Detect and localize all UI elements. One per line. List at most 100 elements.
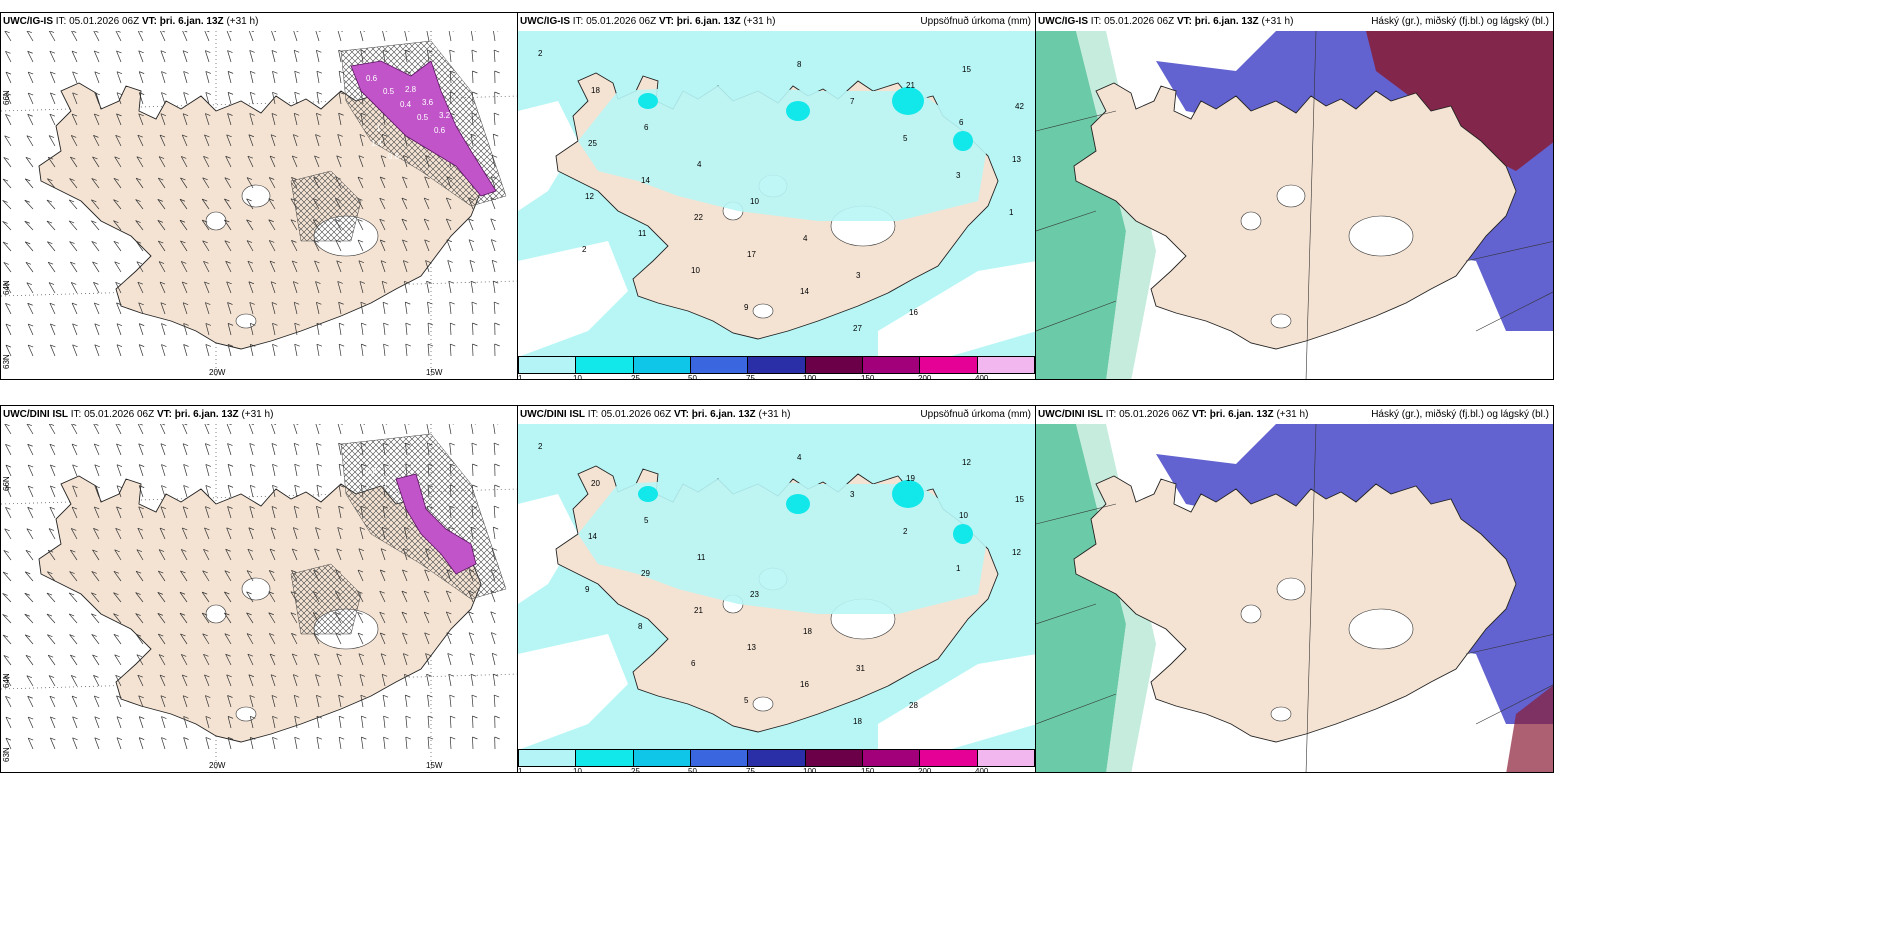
wind-barb	[248, 281, 254, 294]
wind-barb-flag	[227, 485, 234, 488]
wind-barb	[446, 611, 452, 624]
wind-barb-flag	[139, 716, 145, 719]
wind-barb	[26, 675, 34, 687]
icing-value: 1	[383, 480, 388, 489]
wind-barb	[135, 613, 144, 624]
wind-barb-flag	[4, 282, 10, 286]
wind-barb-flag	[472, 736, 478, 740]
glacier-hofsjokull	[1240, 211, 1262, 231]
wind-barb	[272, 737, 276, 750]
wind-barb	[357, 239, 364, 252]
glacier-hofsjokull	[1240, 604, 1262, 624]
wind-barb	[25, 262, 34, 273]
precip-value: 9	[585, 585, 590, 594]
model-name: UWC/IG-IS	[1038, 16, 1088, 27]
wind-barb-flag	[47, 241, 53, 245]
wind-barb-flag	[316, 301, 322, 305]
wind-barb	[138, 485, 144, 498]
wind-barb-flag	[446, 239, 452, 243]
wind-barb	[313, 240, 320, 252]
wind-barb	[248, 134, 254, 147]
wind-barb	[182, 424, 188, 435]
wind-barb	[246, 219, 254, 231]
wind-barb-flag	[226, 281, 232, 285]
wind-barb-flag	[273, 31, 277, 32]
wind-barb-flag	[314, 548, 320, 552]
wind-barb-flag	[469, 653, 476, 656]
wind-barb	[359, 281, 364, 294]
wind-barb	[272, 323, 276, 336]
wind-barb-flag	[472, 322, 478, 326]
wind-barb-flag	[92, 654, 98, 658]
wind-barb	[423, 218, 430, 231]
wind-barb	[294, 71, 298, 84]
wind-barb	[159, 674, 166, 687]
wind-barb-flag	[206, 31, 210, 33]
wind-barb	[4, 135, 12, 147]
wind-barb-flag	[380, 569, 386, 573]
wind-barb-flag	[5, 507, 11, 510]
wind-barb	[248, 424, 254, 435]
wind-barb-flag	[183, 485, 189, 488]
wind-barb	[338, 506, 342, 519]
wind-barb-flag	[202, 612, 208, 616]
wind-barb	[224, 612, 232, 624]
wind-barb-flag	[315, 527, 321, 530]
wind-barb	[181, 674, 188, 687]
wind-barb-flag	[116, 695, 122, 699]
wind-barb-flag	[4, 424, 10, 427]
wind-barb-flag	[94, 50, 100, 54]
wind-barb	[492, 134, 496, 147]
wind-barb-flag	[450, 715, 456, 719]
colorbar-label: 25	[631, 767, 640, 773]
grid-line	[1036, 603, 1097, 625]
wind-barb	[379, 612, 386, 624]
panel-precip-row1: UWC/IG-IS IT: 05.01.2026 06Z VT: þri. 6.…	[517, 12, 1036, 380]
wind-barb-flag	[114, 654, 120, 658]
wind-barb	[335, 633, 342, 645]
wind-barb-flag	[379, 218, 385, 222]
wind-barb-flag	[269, 240, 275, 243]
glacier-langjokull	[1276, 577, 1306, 601]
wind-barb-flag	[470, 673, 477, 677]
wind-barb	[46, 613, 56, 624]
wind-barb	[338, 302, 342, 315]
wind-barb	[204, 113, 210, 126]
wind-barb-flag	[246, 612, 252, 616]
wind-barb-flag	[294, 484, 300, 488]
precip-value: 20	[591, 479, 600, 488]
wind-barb	[25, 550, 34, 561]
wind-barb-flag	[272, 70, 278, 74]
wind-barb	[293, 506, 298, 519]
wind-barb	[291, 633, 298, 645]
wind-barb	[204, 443, 210, 456]
wind-barb	[27, 303, 34, 315]
wind-barb	[446, 218, 452, 231]
colorbar-label: 50	[688, 374, 697, 380]
wind-barb	[338, 443, 342, 456]
wind-barb	[93, 695, 100, 708]
colorbar-label: 150	[861, 374, 875, 380]
wind-barb-flag	[113, 592, 119, 595]
wind-barb	[69, 571, 78, 582]
wind-barb	[338, 92, 342, 105]
wind-barb-flag	[94, 424, 99, 426]
wind-barb	[224, 219, 232, 231]
wind-barb-flag	[494, 484, 500, 488]
wind-barb	[160, 113, 166, 126]
wind-barb-flag	[136, 549, 143, 553]
wind-barb	[338, 323, 342, 336]
wind-barb-flag	[472, 70, 478, 74]
wind-barb-flag	[449, 442, 455, 446]
wind-barb-flag	[139, 323, 145, 326]
wind-barb	[338, 716, 342, 729]
wind-barb-flag	[158, 570, 164, 574]
wind-barb-flag	[113, 199, 119, 202]
precip-value: 10	[750, 197, 759, 206]
wind-barb	[246, 612, 254, 624]
wind-barb-flag	[295, 31, 299, 32]
wind-barb-flag	[138, 424, 143, 426]
precip-value: 21	[906, 81, 915, 90]
wind-barb	[357, 176, 364, 189]
colorbar-cell	[920, 357, 978, 373]
